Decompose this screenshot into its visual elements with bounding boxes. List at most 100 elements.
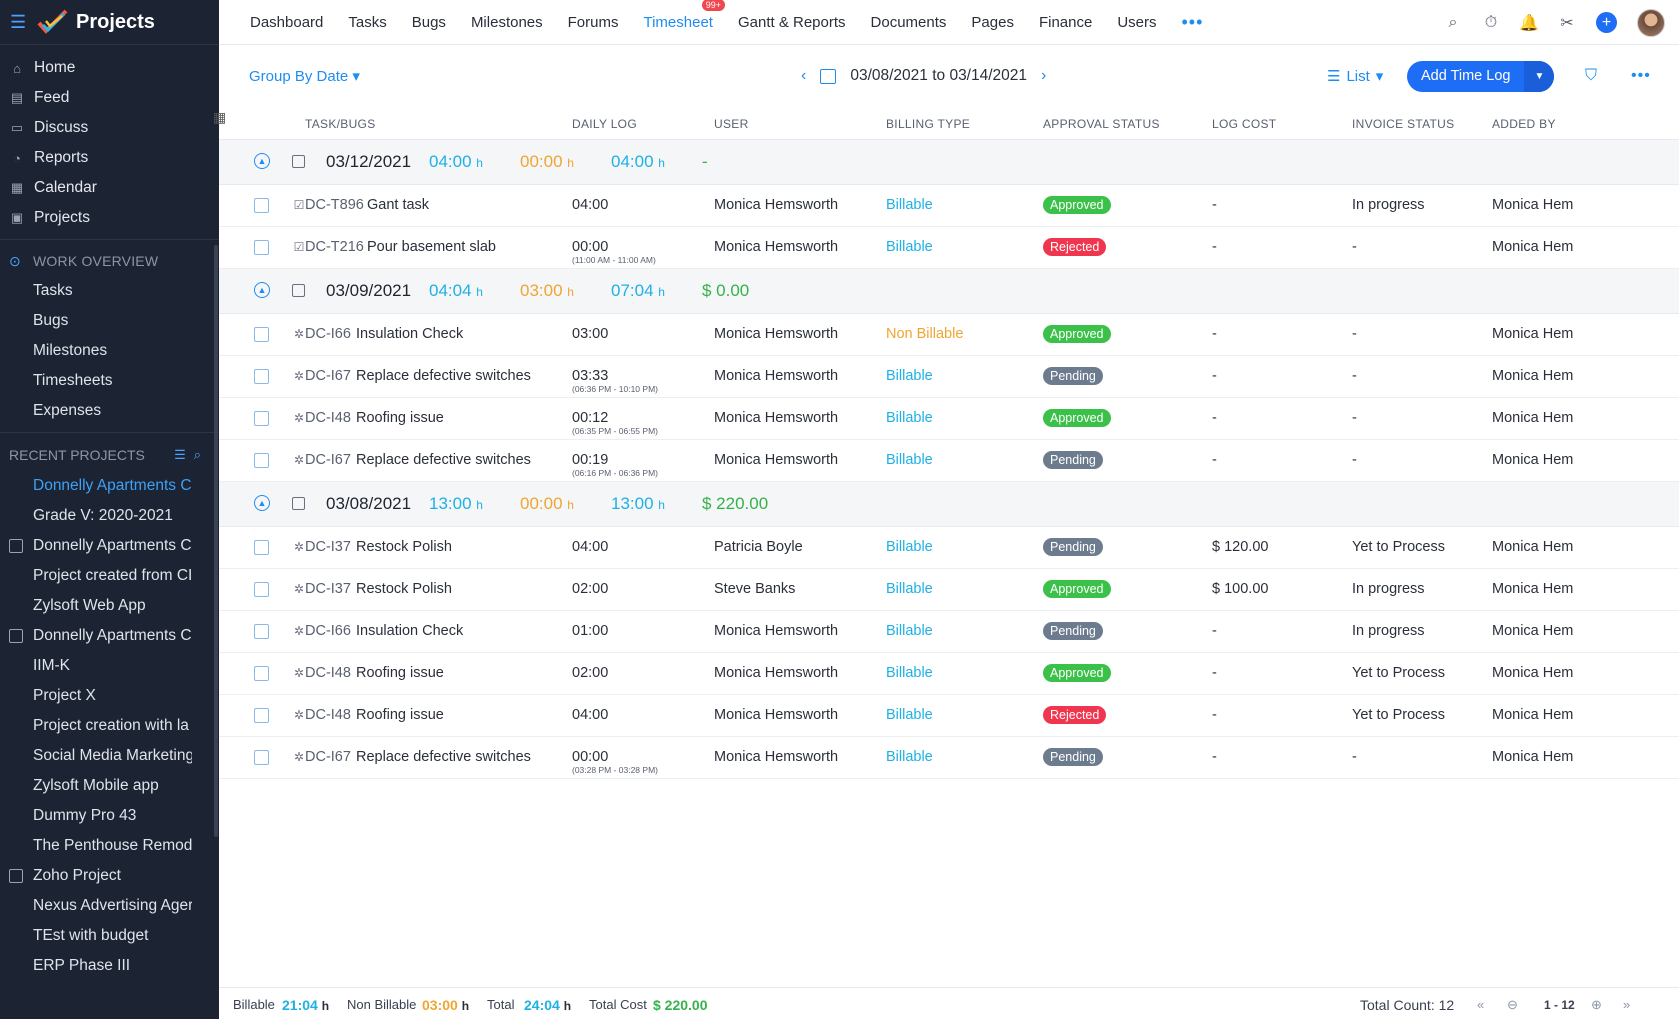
item-name[interactable]: Replace defective switches <box>356 368 531 384</box>
tab-users[interactable]: Users <box>1117 14 1156 31</box>
item-code[interactable]: DC-I66 <box>305 623 351 639</box>
column-header[interactable]: APPROVAL STATUS <box>1043 117 1160 131</box>
work-item-bugs[interactable]: Bugs <box>33 312 69 329</box>
table-row[interactable]: ✲ DC-I67 Replace defective switches 00:00 (0… <box>219 737 1679 779</box>
item-code[interactable]: DC-I48 <box>305 707 351 723</box>
row-checkbox[interactable] <box>254 453 269 468</box>
item-code[interactable]: DC-I66 <box>305 326 351 342</box>
item-code[interactable]: DC-T216 <box>305 239 364 255</box>
table-row[interactable]: ✲ DC-I37 Restock Polish 02:00 Steve Banks Bil… <box>219 569 1679 611</box>
column-header[interactable]: TASK/BUGS <box>305 117 376 131</box>
approval-status[interactable]: Approved <box>1043 325 1111 343</box>
recent-project-item[interactable]: Nexus Advertising Ager <box>0 891 192 921</box>
item-code[interactable]: DC-I48 <box>305 410 351 426</box>
more-icon[interactable]: ••• <box>1631 67 1651 84</box>
row-checkbox[interactable] <box>254 624 269 639</box>
item-code[interactable]: DC-I37 <box>305 581 351 597</box>
chevron-right-icon[interactable]: › <box>1041 67 1047 84</box>
item-name[interactable]: Insulation Check <box>356 623 464 639</box>
item-name[interactable]: Roofing issue <box>356 707 444 723</box>
work-item-tasks[interactable]: Tasks <box>33 282 73 299</box>
table-row[interactable]: ✲ DC-I66 Insulation Check 01:00 Monica Hemsw… <box>219 611 1679 653</box>
item-name[interactable]: Roofing issue <box>356 665 444 681</box>
approval-status[interactable]: Pending <box>1043 538 1103 556</box>
recent-project-item[interactable]: Grade V: 2020-2021 <box>0 501 192 531</box>
sidebar-item-home[interactable]: ⌂ Home <box>0 53 219 83</box>
column-header[interactable]: ADDED BY <box>1492 117 1556 131</box>
table-row[interactable]: ☑ DC-T216 Pour basement slab 00:00 (11:00 AM… <box>219 227 1679 269</box>
recent-project-item[interactable]: Project created from CI <box>0 561 192 591</box>
item-code[interactable]: DC-I67 <box>305 368 351 384</box>
tab-pages[interactable]: Pages <box>971 14 1014 31</box>
approval-status[interactable]: Rejected <box>1043 706 1107 724</box>
item-code[interactable]: DC-I67 <box>305 452 351 468</box>
approval-status[interactable]: Rejected <box>1043 238 1107 256</box>
menu-icon[interactable]: ☰ <box>10 11 27 32</box>
row-checkbox[interactable] <box>254 369 269 384</box>
approval-status[interactable]: Approved <box>1043 196 1111 214</box>
table-row[interactable]: ✲ DC-I37 Restock Polish 04:00 Patricia Boyle… <box>219 527 1679 569</box>
table-row[interactable]: ✲ DC-I67 Replace defective switches 00:19 (0… <box>219 440 1679 482</box>
row-checkbox[interactable] <box>254 750 269 765</box>
item-name[interactable]: Gant task <box>367 197 430 213</box>
table-row[interactable]: ✲ DC-I66 Insulation Check 03:00 Monica Hemsw… <box>219 314 1679 356</box>
recent-project-item[interactable]: The Penthouse Remode <box>0 831 192 861</box>
sidebar-item-feed[interactable]: ▤ Feed <box>0 83 219 113</box>
item-name[interactable]: Restock Polish <box>356 539 452 555</box>
item-name[interactable]: Insulation Check <box>356 326 464 342</box>
item-code[interactable]: DC-I67 <box>305 749 351 765</box>
item-name[interactable]: Replace defective switches <box>356 749 531 765</box>
sidebar-item-projects[interactable]: ▣ Projects <box>0 203 219 233</box>
search-icon[interactable]: ⌕ <box>193 447 201 462</box>
tab-milestones[interactable]: Milestones <box>471 14 543 31</box>
row-checkbox[interactable] <box>254 240 269 255</box>
table-row[interactable]: ✲ DC-I48 Roofing issue 00:12 (06:35 PM - 06:… <box>219 398 1679 440</box>
work-overview-header[interactable]: ⊙ WORK OVERVIEW <box>0 246 219 276</box>
item-name[interactable]: Replace defective switches <box>356 452 531 468</box>
tab-dashboard[interactable]: Dashboard <box>250 14 323 31</box>
row-checkbox[interactable] <box>254 708 269 723</box>
recent-project-item[interactable]: Project creation with la <box>0 711 192 741</box>
column-header[interactable]: USER <box>714 117 749 131</box>
approval-status[interactable]: Pending <box>1043 748 1103 766</box>
recent-project-item[interactable]: IIM-K <box>0 651 192 681</box>
row-checkbox[interactable] <box>254 411 269 426</box>
recent-project-item[interactable]: Donnelly Apartments C <box>0 621 192 651</box>
tab-documents[interactable]: Documents <box>871 14 947 31</box>
recent-project-item[interactable]: TEst with budget <box>0 921 192 951</box>
search-icon[interactable]: ⌕ <box>1448 13 1458 31</box>
next-page-icon[interactable]: ⊕ <box>1591 997 1602 1012</box>
collapse-icon[interactable]: ▲ <box>254 495 270 511</box>
recent-project-item[interactable]: Donnelly Apartments C <box>0 531 192 561</box>
tab-tasks[interactable]: Tasks <box>348 14 386 31</box>
approval-status[interactable]: Pending <box>1043 622 1103 640</box>
item-code[interactable]: DC-T896 <box>305 197 364 213</box>
approval-status[interactable]: Pending <box>1043 367 1103 385</box>
recent-project-item[interactable]: Dummy Pro 43 <box>0 801 192 831</box>
approval-status[interactable]: Pending <box>1043 451 1103 469</box>
collapse-icon[interactable]: ▲ <box>254 282 270 298</box>
date-range[interactable]: 03/08/2021 to 03/14/2021 <box>850 67 1028 84</box>
row-checkbox[interactable] <box>254 198 269 213</box>
row-checkbox[interactable] <box>254 582 269 597</box>
column-header[interactable]: BILLING TYPE <box>886 117 971 131</box>
first-page-icon[interactable]: « <box>1477 997 1485 1012</box>
table-row[interactable]: ✲ DC-I48 Roofing issue 02:00 Monica Hemswort… <box>219 653 1679 695</box>
recent-project-item[interactable]: Zylsoft Web App <box>0 591 192 621</box>
tab-finance[interactable]: Finance <box>1039 14 1092 31</box>
tools-icon[interactable]: ✂ <box>1560 14 1574 32</box>
view-dropdown[interactable]: ☰ List ▾ <box>1327 67 1383 86</box>
row-checkbox[interactable] <box>254 540 269 555</box>
item-code[interactable]: DC-I48 <box>305 665 351 681</box>
sidebar-item-discuss[interactable]: ▭ Discuss <box>0 113 219 143</box>
group-by-dropdown[interactable]: Group By Date ▾ <box>249 67 360 85</box>
add-icon[interactable]: + <box>1596 12 1617 33</box>
prev-page-icon[interactable]: ⊖ <box>1507 997 1518 1012</box>
table-row[interactable]: ✲ DC-I48 Roofing issue 04:00 Monica Hemswort… <box>219 695 1679 737</box>
table-row[interactable]: ✲ DC-I67 Replace defective switches 03:33 (0… <box>219 356 1679 398</box>
column-settings-icon[interactable]: ▦ <box>213 109 227 125</box>
table-row[interactable]: ☑ DC-T896 Gant task 04:00 Monica Hemsworth Bi… <box>219 185 1679 227</box>
tab-gantt-reports[interactable]: Gantt & Reports <box>738 14 846 31</box>
column-header[interactable]: INVOICE STATUS <box>1352 117 1455 131</box>
recent-project-item[interactable]: Donnelly Apartments C <box>0 471 192 501</box>
